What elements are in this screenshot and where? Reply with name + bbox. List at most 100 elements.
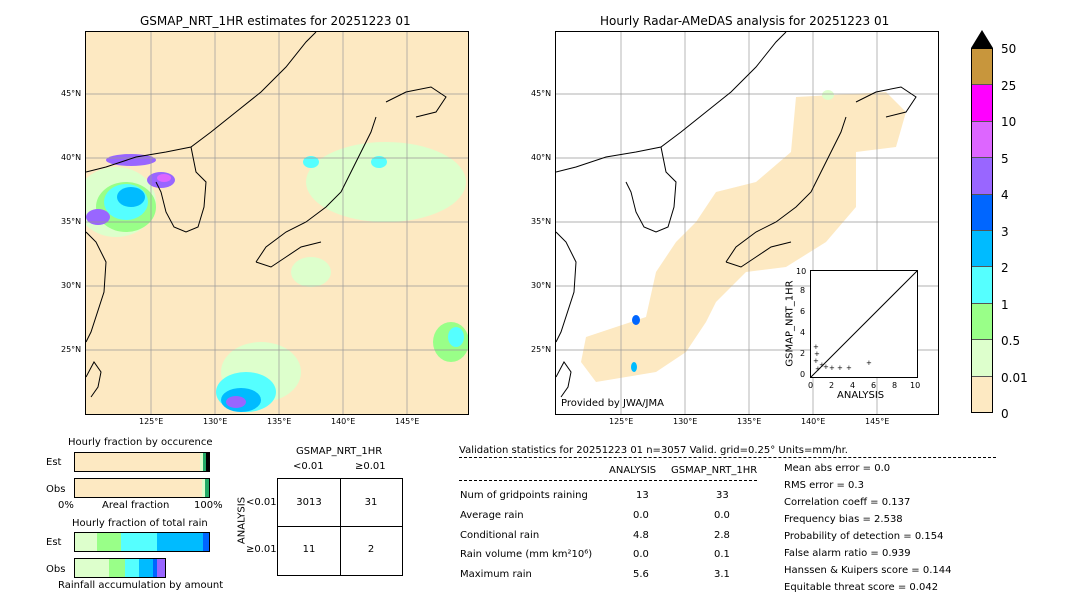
score-pod: Probability of detection = 0.154 bbox=[784, 531, 944, 542]
left-lon-135: 135°E bbox=[267, 417, 292, 426]
svg-text:+: + bbox=[829, 364, 835, 372]
right-lat-35: 35°N bbox=[531, 217, 552, 226]
stat-row-analysis: 0.0 bbox=[633, 549, 649, 560]
colorbar-swatch bbox=[972, 303, 992, 341]
svg-text:+: + bbox=[814, 350, 820, 358]
inset-xtick-6: 6 bbox=[871, 381, 877, 390]
colorbar-swatch bbox=[972, 158, 992, 195]
inset-xtick-2: 2 bbox=[829, 381, 835, 390]
contingency-col-header: GSMAP_NRT_1HR bbox=[296, 446, 383, 457]
stat-row-analysis: 0.0 bbox=[633, 510, 649, 521]
stat-row-label: Average rain bbox=[460, 510, 524, 521]
score-corr: Correlation coeff = 0.137 bbox=[784, 497, 911, 508]
inset-xlabel: ANALYSIS bbox=[837, 390, 885, 401]
colorbar-label-0.5: 0.5 bbox=[1001, 334, 1021, 348]
colorbar-swatch bbox=[972, 194, 992, 232]
score-ets: Equitable threat score = 0.042 bbox=[784, 582, 939, 593]
rain-fraction-obs-bar bbox=[74, 558, 166, 578]
colorbar-label-5: 5 bbox=[1001, 152, 1009, 166]
stat-row-label: Rain volume (mm km²10⁶) bbox=[460, 549, 593, 560]
left-lon-125: 125°E bbox=[139, 417, 164, 426]
right-map-canvas bbox=[556, 32, 938, 414]
occurrence-obs-label: Obs bbox=[46, 484, 66, 495]
svg-text:+: + bbox=[846, 364, 852, 372]
left-lat-40: 40°N bbox=[61, 153, 82, 162]
colorbar-swatch bbox=[972, 231, 992, 268]
rain-fraction-obs-label: Obs bbox=[46, 564, 66, 575]
right-lat-25: 25°N bbox=[531, 345, 552, 354]
occurrence-est-label: Est bbox=[46, 457, 62, 468]
inset-ytick-8: 8 bbox=[800, 286, 806, 295]
inset-ytick-4: 4 bbox=[800, 328, 806, 337]
rain-fraction-title: Hourly fraction of total rain bbox=[72, 518, 208, 529]
left-lon-140: 140°E bbox=[331, 417, 356, 426]
right-lon-140: 140°E bbox=[801, 417, 826, 426]
stat-row-label: Num of gridpoints raining bbox=[460, 490, 588, 501]
inset-ylabel: GSMAP_NRT_1HR bbox=[784, 280, 796, 367]
stat-row-gsmap: 3.1 bbox=[714, 569, 730, 580]
rain-fraction-est-bar bbox=[74, 532, 210, 552]
svg-text:+: + bbox=[837, 364, 843, 372]
left-lat-35: 35°N bbox=[61, 217, 82, 226]
right-lon-125: 125°E bbox=[609, 417, 634, 426]
stat-row-gsmap: 33 bbox=[716, 490, 729, 501]
validation-divider bbox=[459, 457, 996, 458]
colorbar-label-1: 1 bbox=[1001, 298, 1009, 312]
rain-fraction-est-label: Est bbox=[46, 537, 62, 548]
score-bias: Frequency bias = 2.538 bbox=[784, 514, 903, 525]
colorbar-swatch bbox=[972, 49, 992, 86]
stat-row-label: Maximum rain bbox=[460, 569, 532, 580]
left-lon-130: 130°E bbox=[203, 417, 228, 426]
svg-text:+: + bbox=[815, 365, 821, 373]
provider-credit: Provided by JWA/JMA bbox=[561, 398, 664, 409]
right-map-coastline bbox=[556, 32, 917, 398]
occurrence-x-right: 100% bbox=[194, 500, 223, 511]
svg-text:+: + bbox=[823, 363, 829, 371]
left-lat-45: 45°N bbox=[61, 89, 82, 98]
validation-col-gsmap: GSMAP_NRT_1HR bbox=[671, 465, 758, 476]
contingency-cell-d: 2 bbox=[367, 544, 375, 555]
colorbar-label-3: 3 bbox=[1001, 225, 1009, 239]
right-map[interactable]: + + + + + + + + + + Provided by JWA/JMA bbox=[555, 31, 939, 415]
left-lat-30: 30°N bbox=[61, 281, 82, 290]
left-map-coastline bbox=[86, 32, 447, 398]
colorbar-label-0.01: 0.01 bbox=[1001, 371, 1028, 385]
left-map-grid bbox=[86, 32, 468, 414]
svg-text:+: + bbox=[813, 357, 819, 365]
inset-scatter-canvas: +++ ++ + +++ + bbox=[810, 270, 918, 378]
svg-text:+: + bbox=[813, 343, 819, 351]
colorbar-label-10: 10 bbox=[1001, 115, 1017, 129]
contingency-col-lt: <0.01 bbox=[293, 461, 324, 472]
colorbar-swatch bbox=[972, 376, 992, 413]
right-map-title: Hourly Radar-AMeDAS analysis for 2025122… bbox=[600, 14, 890, 28]
validation-col-analysis: ANALYSIS bbox=[609, 465, 657, 476]
right-lon-130: 130°E bbox=[673, 417, 698, 426]
stat-row-label: Conditional rain bbox=[460, 530, 540, 541]
inset-xtick-8: 8 bbox=[892, 381, 898, 390]
left-map-canvas bbox=[86, 32, 468, 414]
colorbar-label-25: 25 bbox=[1001, 79, 1017, 93]
stat-row-gsmap: 0.0 bbox=[714, 510, 730, 521]
colorbar-label-2: 2 bbox=[1001, 261, 1009, 275]
validation-table-divider bbox=[459, 480, 757, 481]
svg-text:+: + bbox=[866, 359, 872, 367]
stat-row-analysis: 13 bbox=[636, 490, 649, 501]
right-lat-40: 40°N bbox=[531, 153, 552, 162]
occurrence-est-bar bbox=[74, 452, 210, 472]
colorbar-label-4: 4 bbox=[1001, 188, 1009, 202]
left-lon-145: 145°E bbox=[395, 417, 420, 426]
colorbar-swatch bbox=[972, 340, 992, 377]
contingency-cell-b: 31 bbox=[364, 497, 378, 508]
stat-row-gsmap: 2.8 bbox=[714, 530, 730, 541]
colorbar-swatch bbox=[972, 121, 992, 159]
stat-row-analysis: 5.6 bbox=[633, 569, 649, 580]
occurrence-x-left: 0% bbox=[58, 500, 74, 511]
stat-row-analysis: 4.8 bbox=[633, 530, 649, 541]
contingency-cell-a: 3013 bbox=[296, 497, 322, 508]
contingency-table: 3013 31 11 2 bbox=[277, 478, 403, 576]
right-lat-45: 45°N bbox=[531, 89, 552, 98]
contingency-cell-c: 11 bbox=[302, 544, 316, 555]
inset-xtick-10: 10 bbox=[910, 381, 921, 390]
left-map[interactable] bbox=[85, 31, 469, 415]
contingency-row-lt: <0.01 bbox=[246, 497, 277, 508]
